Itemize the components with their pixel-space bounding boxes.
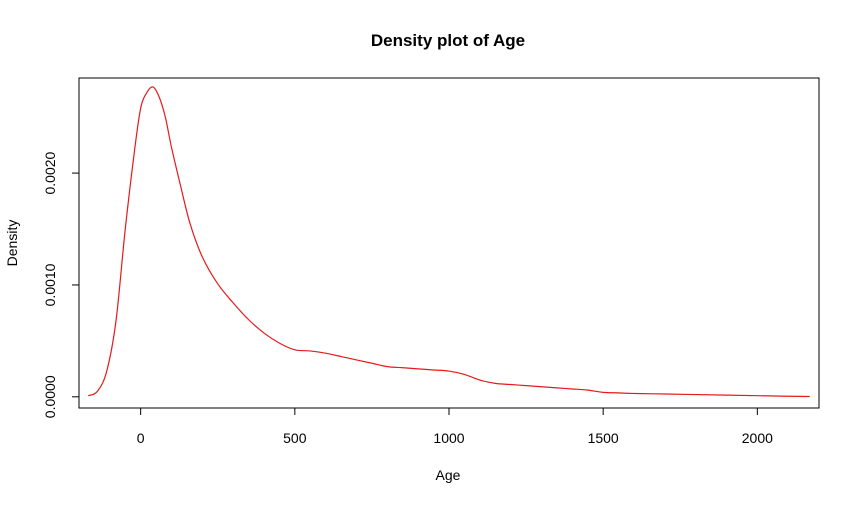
plot-frame (78, 77, 820, 409)
x-tick-label: 1500 (588, 430, 619, 446)
y-tick-label: 0.0020 (42, 151, 58, 194)
x-tick-label: 1000 (433, 430, 464, 446)
x-tick-label: 0 (137, 430, 145, 446)
chart-title: Density plot of Age (371, 31, 525, 50)
y-tick-label: 0.0000 (42, 375, 58, 418)
x-axis: 0 500 1000 1500 2000 (137, 407, 773, 446)
y-tick-label: 0.0010 (42, 263, 58, 306)
density-curve (87, 86, 810, 398)
x-tick-label: 2000 (742, 430, 773, 446)
y-axis: 0.0000 0.0010 0.0020 (42, 151, 80, 418)
x-tick-label: 500 (283, 430, 307, 446)
x-axis-label: Age (436, 467, 461, 483)
y-axis-label: Density (4, 220, 20, 267)
